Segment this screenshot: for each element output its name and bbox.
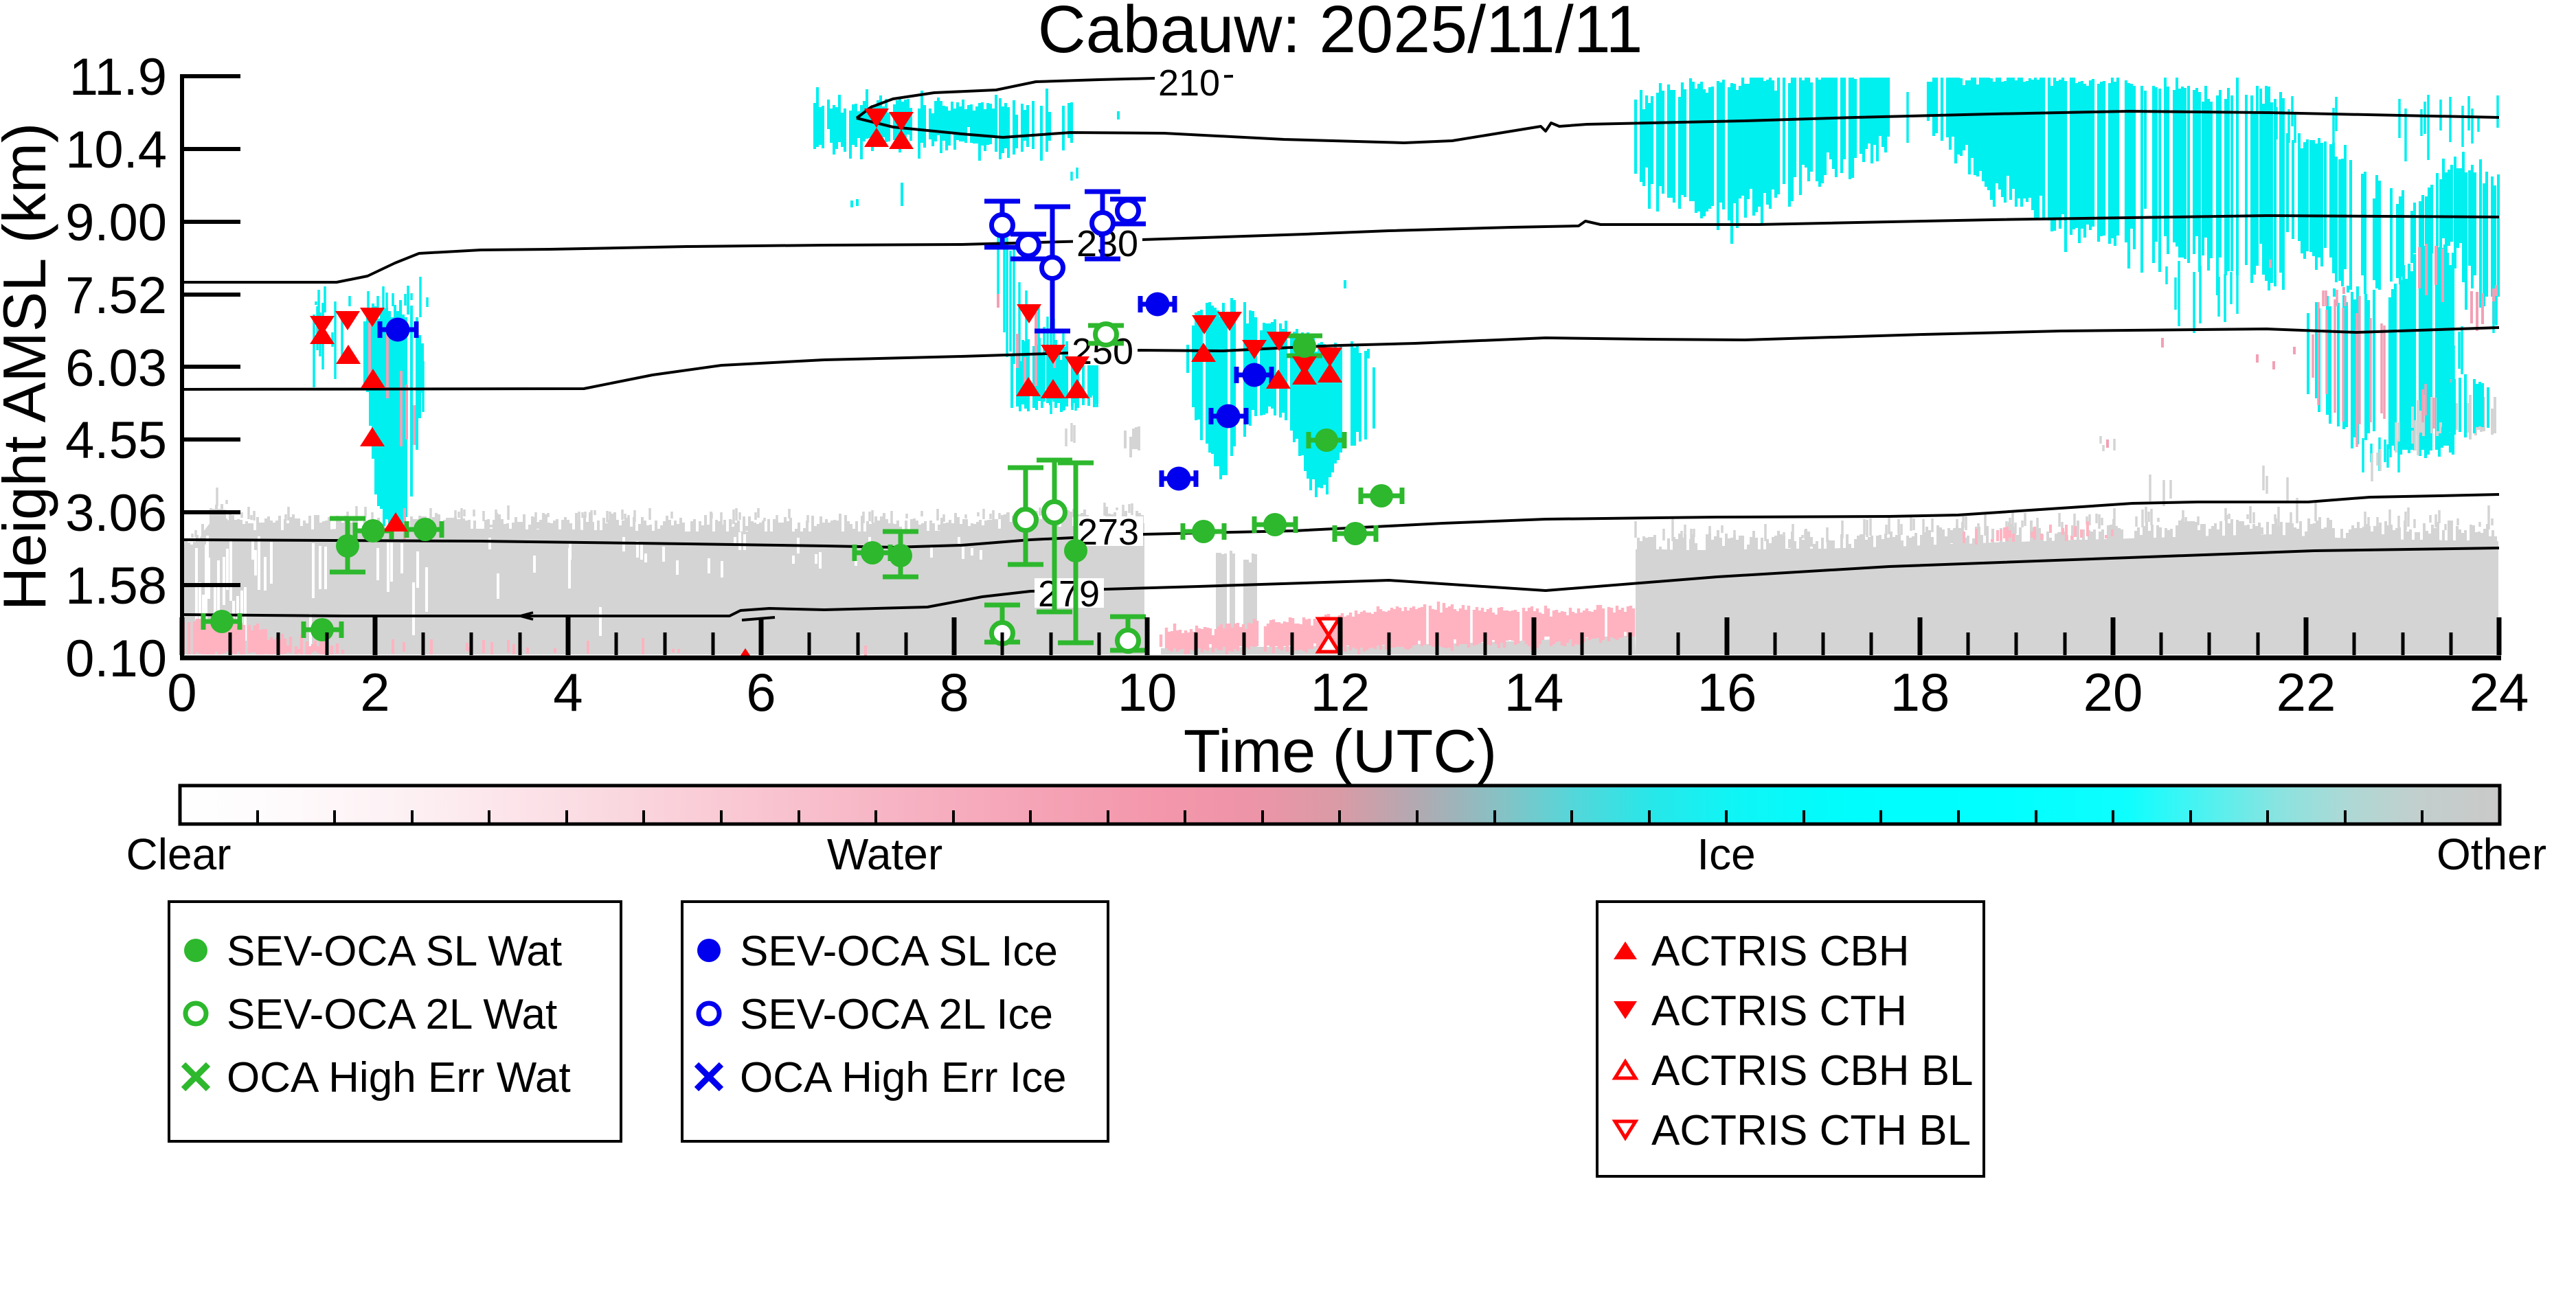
- svg-text:273: 273: [1077, 512, 1139, 553]
- svg-text:0: 0: [167, 662, 196, 722]
- svg-text:Clear: Clear: [126, 830, 231, 879]
- svg-text:210: 210: [1158, 62, 1220, 104]
- svg-text:Height AMSL (km): Height AMSL (km): [0, 123, 58, 611]
- svg-text:22: 22: [2276, 662, 2336, 722]
- svg-text:Ice: Ice: [1697, 830, 1755, 879]
- svg-text:ACTRIS CBH BL: ACTRIS CBH BL: [1651, 1047, 1974, 1095]
- svg-text:14: 14: [1504, 662, 1564, 722]
- svg-text:3.06: 3.06: [65, 484, 167, 542]
- svg-text:12: 12: [1311, 662, 1370, 722]
- svg-text:8: 8: [939, 662, 969, 722]
- svg-text:4.55: 4.55: [65, 411, 167, 470]
- svg-text:7.52: 7.52: [65, 266, 167, 325]
- svg-text:4: 4: [553, 662, 583, 722]
- svg-text:16: 16: [1697, 662, 1757, 722]
- svg-text:1.58: 1.58: [65, 557, 167, 615]
- svg-text:OCA High Err Ice: OCA High Err Ice: [740, 1054, 1066, 1101]
- svg-text:SEV-OCA SL Ice: SEV-OCA SL Ice: [740, 928, 1058, 975]
- svg-text:6: 6: [746, 662, 776, 722]
- svg-text:2: 2: [360, 662, 389, 722]
- svg-text:0.10: 0.10: [65, 630, 167, 688]
- svg-text:SEV-OCA SL Wat: SEV-OCA SL Wat: [227, 928, 562, 975]
- svg-text:279: 279: [1038, 573, 1100, 615]
- svg-text:9.00: 9.00: [65, 194, 167, 252]
- svg-text:ACTRIS CTH: ACTRIS CTH: [1651, 987, 1907, 1035]
- svg-text:ACTRIS CBH: ACTRIS CBH: [1651, 928, 1909, 975]
- svg-text:Cabauw: 2025/11/11: Cabauw: 2025/11/11: [1038, 0, 1643, 67]
- svg-text:18: 18: [1890, 662, 1950, 722]
- svg-text:24: 24: [2470, 662, 2529, 722]
- svg-text:ACTRIS CTH BL: ACTRIS CTH BL: [1651, 1107, 1971, 1154]
- svg-text:SEV-OCA 2L Wat: SEV-OCA 2L Wat: [227, 991, 557, 1038]
- svg-text:20: 20: [2083, 662, 2143, 722]
- svg-text:Water: Water: [827, 830, 942, 879]
- svg-text:OCA High Err Wat: OCA High Err Wat: [227, 1054, 571, 1101]
- svg-text:6.03: 6.03: [65, 339, 167, 398]
- svg-text:11.9: 11.9: [69, 48, 167, 106]
- svg-text:Other: Other: [2437, 830, 2546, 879]
- svg-text:SEV-OCA 2L Ice: SEV-OCA 2L Ice: [740, 991, 1053, 1038]
- svg-text:10.4: 10.4: [65, 121, 167, 179]
- svg-text:10: 10: [1118, 662, 1177, 722]
- svg-text:Time (UTC): Time (UTC): [1184, 717, 1497, 785]
